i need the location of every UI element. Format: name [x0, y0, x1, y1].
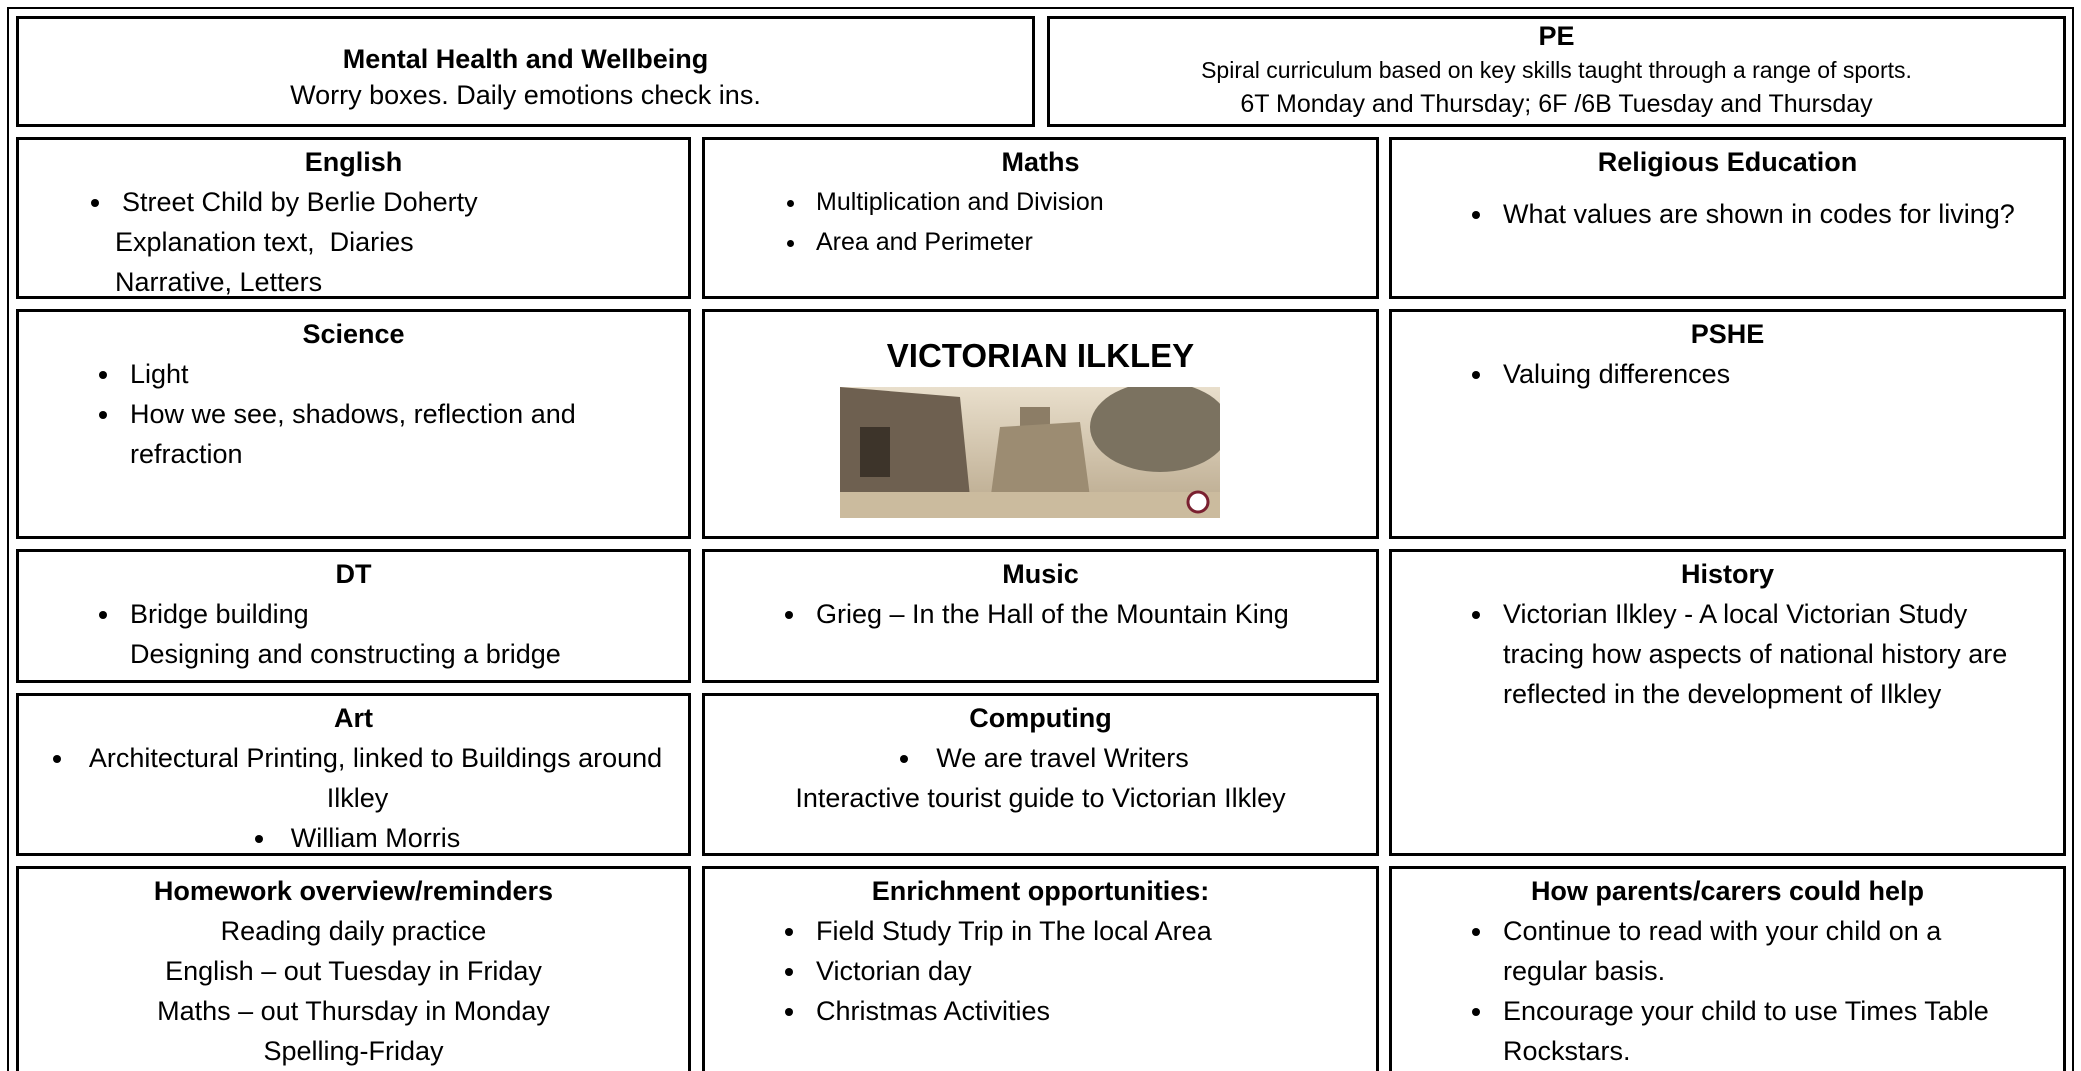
text: Worry boxes. Daily emotions check ins.: [290, 80, 761, 110]
heading: DT: [335, 559, 372, 589]
bullet: Valuing differences: [1495, 354, 2063, 394]
heading: PE: [1538, 21, 1575, 51]
bullet: William Morris: [39, 818, 668, 853]
topic-title: VICTORIAN ILKLEY: [886, 337, 1195, 374]
heading: Enrichment opportunities:: [871, 876, 1210, 906]
text: Narrative, Letters: [115, 267, 323, 297]
heading: Art: [334, 703, 373, 733]
english-box: English Street Child by Berlie Doherty E…: [16, 137, 691, 299]
science-box: Science LightHow we see, shadows, reflec…: [16, 309, 691, 539]
heading: Homework overview/reminders: [153, 876, 554, 906]
bullet: Victorian Ilkley - A local Victorian Stu…: [1495, 594, 2023, 714]
heading: History: [1680, 559, 1775, 589]
pe-box: PE Spiral curriculum based on key skills…: [1047, 16, 2066, 127]
photo: [840, 387, 1220, 518]
bullet: Bridge building: [122, 594, 688, 634]
maths-box: Maths Multiplication and DivisionArea an…: [702, 137, 1379, 299]
bullet: Grieg – In the Hall of the Mountain King: [808, 594, 1376, 634]
heading: Religious Education: [1597, 147, 1858, 177]
bullet: Continue to read with your child on a re…: [1495, 911, 2003, 991]
heading: Science: [302, 319, 405, 349]
bullet: Victorian day: [808, 951, 1376, 991]
bullet: How we see, shadows, reflection and refr…: [122, 394, 628, 474]
history-box: History Victorian Ilkley - A local Victo…: [1389, 549, 2066, 856]
homework-box: Homework overview/reminders Reading dail…: [16, 866, 691, 1071]
heading: Computing: [969, 703, 1112, 733]
bullet: What values are shown in codes for livin…: [1495, 194, 2063, 234]
art-box: Art Architectural Printing, linked to Bu…: [16, 693, 691, 856]
topic-box: VICTORIAN ILKLEY: [702, 309, 1379, 539]
pshe-box: PSHE Valuing differences: [1389, 309, 2066, 539]
dt-box: DT Bridge building Designing and constru…: [16, 549, 691, 683]
text: Maths – out Thursday in Monday: [157, 996, 550, 1026]
bullet: Street Child by Berlie Doherty: [114, 182, 688, 222]
re-box: Religious Education What values are show…: [1389, 137, 2066, 299]
text: Spiral curriculum based on key skills ta…: [1201, 57, 1912, 83]
bullet: Architectural Printing, linked to Buildi…: [39, 738, 668, 818]
bullet: Encourage your child to use Times Table …: [1495, 991, 2003, 1071]
wellbeing-box: Mental Health and Wellbeing Worry boxes.…: [16, 16, 1035, 127]
text: Explanation text, Diaries: [115, 227, 414, 257]
bullet: We are travel Writers: [705, 738, 1376, 778]
text: Reading daily practice: [220, 916, 487, 946]
text: Designing and constructing a bridge: [130, 639, 561, 669]
text: English – out Tuesday in Friday: [165, 956, 542, 986]
heading: Music: [1002, 559, 1079, 589]
computing-box: Computing We are travel Writers Interact…: [702, 693, 1379, 856]
heading: PSHE: [1690, 319, 1765, 349]
bullet: Area and Perimeter: [808, 222, 1376, 262]
text: 6T Monday and Thursday; 6F /6B Tuesday a…: [1240, 90, 1873, 118]
text: Spelling-Friday: [263, 1036, 444, 1066]
heading: English: [304, 147, 403, 177]
enrichment-box: Enrichment opportunities: Field Study Tr…: [702, 866, 1379, 1071]
bullet: Multiplication and Division: [808, 182, 1376, 222]
text: Interactive tourist guide to Victorian I…: [795, 783, 1286, 813]
heading: Mental Health and Wellbeing: [342, 44, 709, 74]
frame: [7, 7, 2074, 1071]
parents-box: How parents/carers could help Continue t…: [1389, 866, 2066, 1071]
music-box: Music Grieg – In the Hall of the Mountai…: [702, 549, 1379, 683]
bullet: Light: [122, 354, 628, 394]
heading: How parents/carers could help: [1530, 876, 1925, 906]
bullet: Field Study Trip in The local Area: [808, 911, 1376, 951]
bullet: Christmas Activities: [808, 991, 1376, 1031]
heading: Maths: [1001, 147, 1080, 177]
